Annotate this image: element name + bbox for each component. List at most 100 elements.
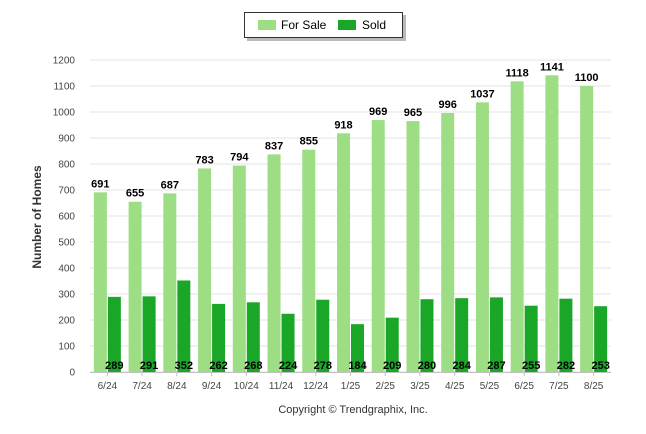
y-tick-label: 700	[58, 186, 75, 197]
bar-for-sale[interactable]	[371, 120, 385, 372]
bar-sold[interactable]	[107, 296, 121, 372]
x-tick-label: 11/24	[269, 381, 294, 392]
y-tick-label: 300	[58, 290, 75, 301]
bar-sold[interactable]	[351, 324, 364, 372]
bar-for-sale[interactable]	[406, 121, 420, 372]
sold-value-label: 282	[557, 360, 575, 372]
for-sale-value-label: 965	[404, 107, 422, 119]
x-tick-label: 7/24	[132, 381, 152, 392]
y-tick-label: 100	[58, 342, 75, 353]
x-tick-label: 3/25	[410, 381, 430, 392]
for-sale-value-label: 1118	[506, 67, 529, 79]
y-tick-label: 1000	[53, 108, 76, 119]
legend[interactable]: For Sale Sold	[244, 12, 407, 42]
bar-for-sale[interactable]	[302, 149, 316, 372]
x-tick-label: 4/25	[445, 381, 465, 392]
y-tick-label: 900	[58, 134, 75, 145]
for-sale-value-label: 691	[91, 178, 109, 190]
bar-for-sale[interactable]	[267, 154, 281, 372]
for-sale-value-label: 855	[300, 136, 318, 148]
sold-value-label: 184	[348, 360, 367, 372]
sold-value-label: 284	[453, 360, 472, 372]
for-sale-value-label: 918	[334, 119, 352, 131]
y-axis: 0 100 200 300 400 500 600 700 800 900 1000 1100 1200	[53, 56, 76, 379]
x-tick-label: 2/25	[375, 381, 395, 392]
bar-for-sale[interactable]	[545, 75, 559, 372]
for-sale-value-label: 1141	[540, 61, 564, 73]
bar-sold[interactable]	[212, 303, 226, 372]
bar-for-sale[interactable]	[198, 168, 212, 372]
data-labels: 691 289 655 291 687 352 783 262 794 268 837 224 855 2…	[91, 61, 610, 372]
bar-sold[interactable]	[385, 317, 399, 372]
x-tick-label: 6/25	[514, 381, 534, 392]
sold-value-label: 280	[418, 360, 436, 372]
for-sale-value-label: 996	[439, 99, 457, 111]
for-sale-value-label: 837	[265, 140, 283, 152]
bar-for-sale[interactable]	[232, 165, 246, 372]
bar-for-sale[interactable]	[128, 201, 142, 372]
bar-sold[interactable]	[489, 297, 503, 372]
bar-sold[interactable]	[594, 306, 608, 372]
bar-for-sale[interactable]	[93, 192, 107, 372]
for-sale-value-label: 687	[161, 179, 179, 191]
bar-sold[interactable]	[316, 299, 330, 372]
y-tick-label: 500	[58, 238, 75, 249]
bar-sold[interactable]	[524, 305, 538, 372]
bar-for-sale[interactable]	[441, 113, 455, 372]
bar-for-sale[interactable]	[475, 102, 489, 372]
bar-sold[interactable]	[246, 302, 260, 372]
bar-for-sale[interactable]	[163, 193, 177, 372]
sold-value-label: 278	[314, 360, 332, 372]
bar-sold[interactable]	[142, 296, 156, 372]
sold-value-label: 352	[175, 360, 193, 372]
sold-value-label: 209	[383, 360, 401, 372]
x-axis: 6/24 7/24 8/24 9/24 10/24 11/24 12/24 1/25 2/25 3…	[90, 372, 611, 392]
bar-for-sale[interactable]	[337, 133, 350, 372]
x-tick-label: 10/24	[234, 381, 259, 392]
sold-value-label: 253	[591, 360, 609, 372]
y-tick-label: 1100	[53, 82, 75, 93]
legend-label-for-sale[interactable]: For Sale	[281, 18, 327, 32]
legend-label-sold[interactable]: Sold	[362, 18, 386, 32]
y-tick-label: 200	[58, 316, 75, 327]
y-axis-title: Number of Homes	[30, 165, 44, 269]
x-tick-label: 6/24	[98, 381, 118, 392]
bar-sold[interactable]	[281, 313, 295, 372]
bar-sold[interactable]	[559, 298, 573, 372]
gridlines	[90, 59, 611, 373]
bars	[93, 75, 608, 372]
bar-for-sale[interactable]	[510, 81, 524, 372]
bar-sold[interactable]	[177, 280, 191, 372]
x-tick-label: 8/24	[167, 381, 187, 392]
legend-swatch-for-sale[interactable]	[258, 20, 276, 30]
legend-swatch-sold[interactable]	[338, 20, 356, 30]
sold-value-label: 224	[279, 360, 298, 372]
x-tick-label: 9/24	[202, 381, 222, 392]
bar-sold[interactable]	[455, 298, 469, 372]
sold-value-label: 291	[140, 360, 158, 372]
for-sale-value-label: 1037	[470, 88, 494, 100]
sold-value-label: 287	[487, 360, 505, 372]
y-tick-label: 800	[58, 160, 75, 171]
bar-for-sale[interactable]	[580, 86, 594, 372]
y-tick-label: 400	[58, 264, 75, 275]
x-tick-label: 12/24	[303, 381, 328, 392]
y-tick-label: 600	[58, 212, 75, 223]
sold-value-label: 289	[105, 360, 123, 372]
copyright-credit: Copyright © Trendgraphix, Inc.	[278, 404, 427, 416]
for-sale-value-label: 783	[195, 154, 213, 166]
for-sale-value-label: 969	[369, 106, 387, 118]
y-tick-label: 1200	[53, 56, 76, 67]
for-sale-value-label: 1100	[575, 72, 599, 84]
y-tick-label: 0	[69, 368, 75, 379]
for-sale-value-label: 794	[230, 152, 249, 164]
x-tick-label: 1/25	[341, 381, 361, 392]
sold-value-label: 255	[522, 360, 540, 372]
x-tick-label: 7/25	[549, 381, 569, 392]
x-tick-label: 8/25	[584, 381, 604, 392]
for-sale-value-label: 655	[126, 188, 144, 200]
bar-sold[interactable]	[420, 299, 434, 372]
sold-value-label: 262	[209, 360, 227, 372]
